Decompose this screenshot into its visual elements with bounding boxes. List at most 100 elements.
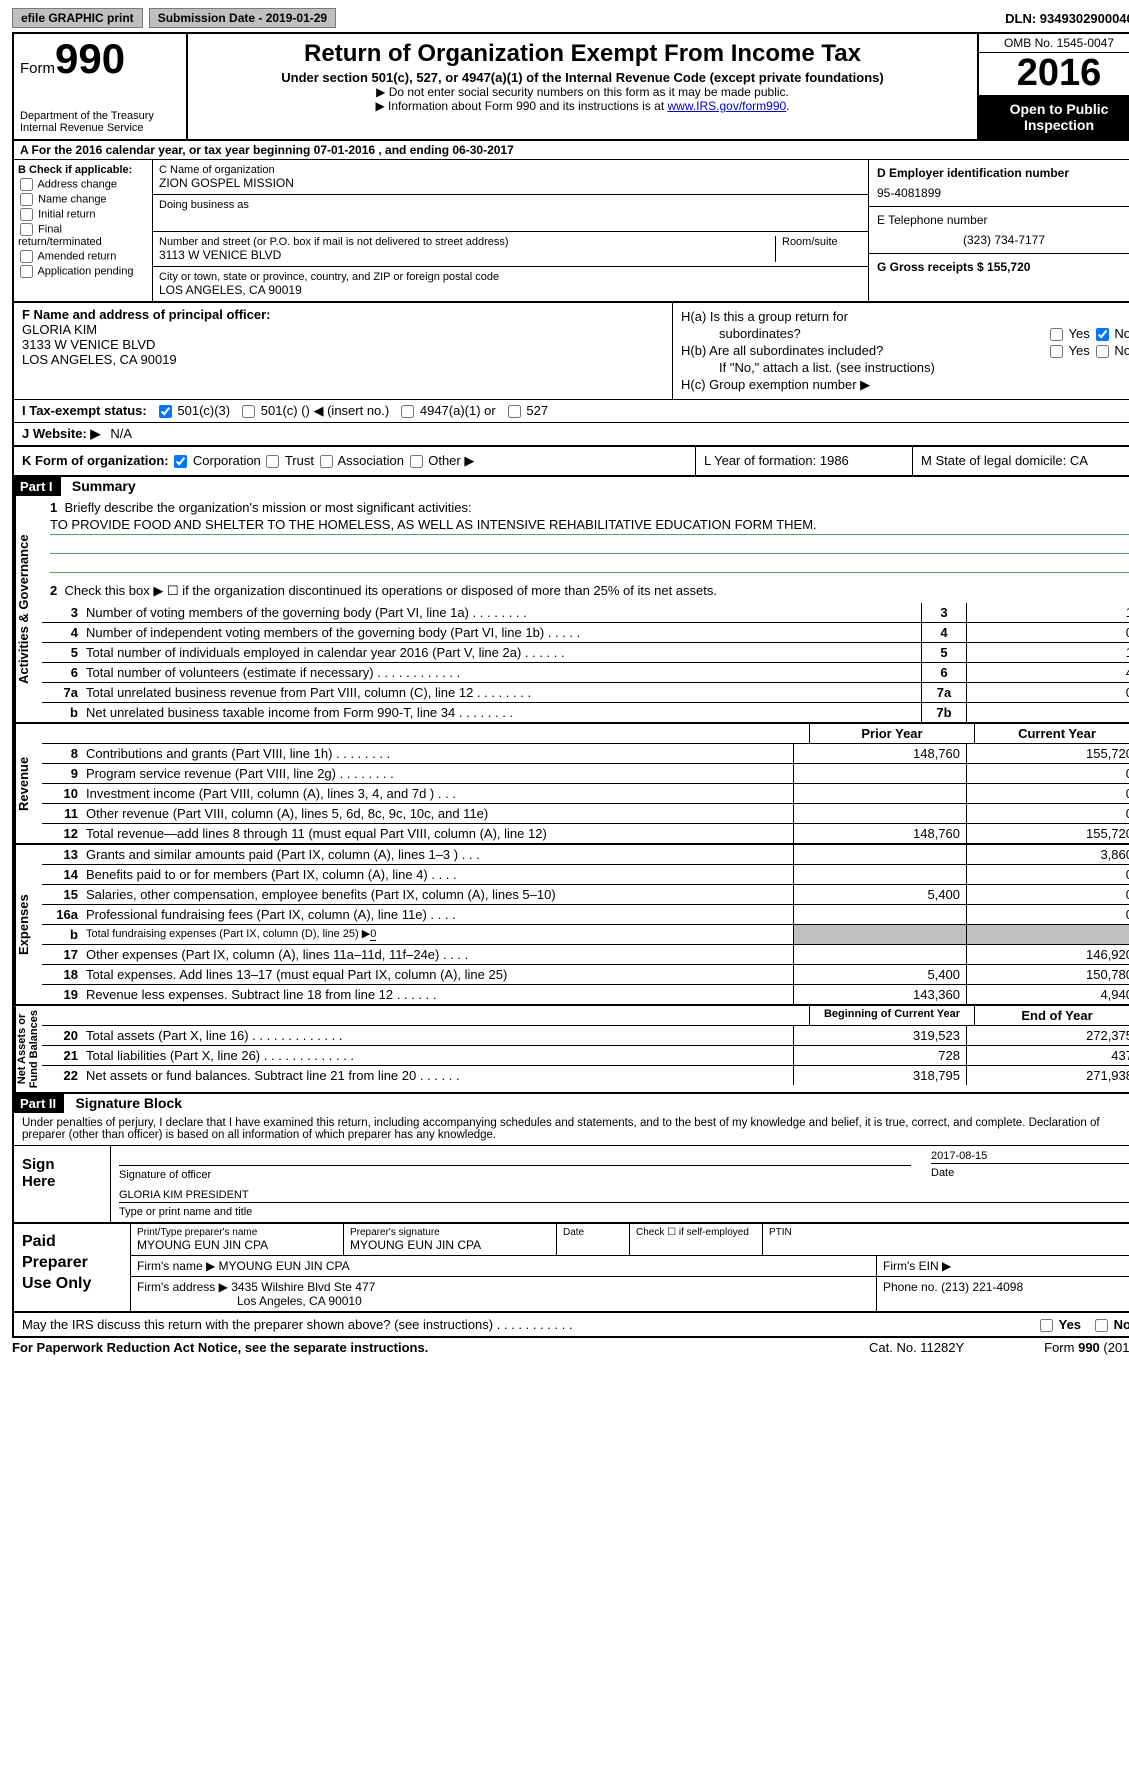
street-address: 3113 W VENICE BLVD [159, 248, 775, 262]
page-footer: For Paperwork Reduction Act Notice, see … [12, 1338, 1129, 1357]
hb-note: If "No," attach a list. (see instruction… [719, 360, 935, 375]
discuss-no[interactable]: No [1093, 1317, 1129, 1332]
ha-label: H(a) Is this a group return for [681, 309, 848, 324]
line16b-curr [966, 925, 1129, 944]
tax-status-label: I Tax-exempt status: [22, 403, 147, 418]
line15-prior: 5,400 [793, 885, 966, 904]
cb-501c3[interactable]: 501(c)(3) [157, 403, 230, 418]
box-b: B Check if applicable: Address change Na… [14, 160, 153, 301]
sig-officer-label: Signature of officer [119, 1169, 911, 1181]
cb-final-return[interactable]: Final return/terminated [18, 223, 148, 248]
sig-date: 2017-08-15 [931, 1150, 1129, 1164]
cb-assoc[interactable]: Association [318, 453, 404, 468]
state-domicile: M State of legal domicile: CA [913, 447, 1129, 475]
line5-val: 1 [966, 643, 1129, 662]
prep-sig: MYOUNG EUN JIN CPA [350, 1238, 550, 1252]
line11: Other revenue (Part VIII, column (A), li… [82, 804, 793, 823]
line8-curr: 155,720 [966, 744, 1129, 763]
vtab-governance: Activities & Governance [14, 496, 42, 722]
gross-receipts: G Gross receipts $ 155,720 [877, 260, 1129, 274]
part2-title: Part II [12, 1094, 64, 1113]
line21-beg: 728 [793, 1046, 966, 1065]
irs-link[interactable]: www.IRS.gov/form990 [667, 99, 786, 113]
line7a-val: 0 [966, 683, 1129, 702]
discuss-yes[interactable]: Yes [1038, 1317, 1081, 1332]
line8-prior: 148,760 [793, 744, 966, 763]
firm-ein-label: Firm's EIN ▶ [877, 1256, 1129, 1276]
line10: Investment income (Part VIII, column (A)… [82, 784, 793, 803]
prep-sig-label: Preparer's signature [350, 1227, 550, 1238]
cb-address-change[interactable]: Address change [18, 178, 148, 191]
irs: Internal Revenue Service [20, 122, 180, 134]
line9-curr: 0 [966, 764, 1129, 783]
efile-button[interactable]: efile GRAPHIC print [12, 8, 143, 28]
year-formation: L Year of formation: 1986 [696, 447, 913, 475]
hb-no[interactable]: No [1094, 343, 1129, 358]
cb-amended[interactable]: Amended return [18, 250, 148, 263]
city-label: City or town, state or province, country… [159, 271, 862, 283]
line17: Other expenses (Part IX, column (A), lin… [82, 945, 793, 964]
ha-no[interactable]: No [1094, 326, 1129, 341]
omb-number: OMB No. 1545-0047 [979, 34, 1129, 53]
line9: Program service revenue (Part VIII, line… [82, 764, 793, 783]
ein: 95-4081899 [877, 186, 1129, 200]
line13-curr: 3,860 [966, 845, 1129, 864]
cb-527[interactable]: 527 [506, 403, 548, 418]
line16b-prior [793, 925, 966, 944]
beg-year-header: Beginning of Current Year [809, 1006, 974, 1025]
line14: Benefits paid to or for members (Part IX… [82, 865, 793, 884]
footer-mid: Cat. No. 11282Y [869, 1340, 964, 1355]
firm-name: MYOUNG EUN JIN CPA [219, 1259, 350, 1273]
line7b: Net unrelated business taxable income fr… [82, 703, 921, 722]
sig-date-label: Date [931, 1167, 1129, 1179]
line5: Total number of individuals employed in … [82, 643, 921, 662]
line2: Check this box ▶ ☐ if the organization d… [64, 583, 717, 598]
line1-label: Briefly describe the organization's miss… [64, 500, 471, 515]
line16a-prior [793, 905, 966, 924]
netassets-block: Net Assets or Fund Balances Beginning of… [12, 1006, 1129, 1094]
officer-name: GLORIA KIM [22, 322, 664, 337]
line12: Total revenue—add lines 8 through 11 (mu… [82, 824, 793, 843]
line22-end: 271,938 [966, 1066, 1129, 1085]
part1-header: Part I Summary [12, 477, 1129, 496]
line7b-val [966, 703, 1129, 722]
city-state-zip: LOS ANGELES, CA 90019 [159, 283, 862, 297]
dln: DLN: 93493029000409 [1005, 11, 1129, 26]
box-b-label: B Check if applicable: [18, 164, 148, 176]
cb-initial-return[interactable]: Initial return [18, 208, 148, 221]
paid-preparer-label: Paid Preparer Use Only [14, 1224, 131, 1311]
cb-corp[interactable]: Corporation [172, 453, 261, 468]
form-subtitle: Under section 501(c), 527, or 4947(a)(1)… [196, 70, 969, 85]
form-word: Form [20, 60, 55, 77]
cb-other[interactable]: Other ▶ [408, 453, 475, 468]
mission-line3 [50, 556, 1129, 573]
vtab-expenses: Expenses [14, 845, 42, 1004]
footer-left: For Paperwork Reduction Act Notice, see … [12, 1340, 428, 1355]
cb-4947[interactable]: 4947(a)(1) or [399, 403, 496, 418]
org-name-label: C Name of organization [159, 164, 862, 176]
cb-application-pending[interactable]: Application pending [18, 265, 148, 278]
line14-curr: 0 [966, 865, 1129, 884]
cb-501c[interactable]: 501(c) () ◀ (insert no.) [240, 403, 389, 419]
dba-label: Doing business as [159, 199, 862, 211]
open-to-public: Open to PublicInspection [979, 95, 1129, 139]
sign-here-label: Sign Here [14, 1146, 111, 1222]
end-year-header: End of Year [974, 1006, 1129, 1025]
line22: Net assets or fund balances. Subtract li… [82, 1066, 793, 1085]
line13-prior [793, 845, 966, 864]
top-bar: efile GRAPHIC print Submission Date - 20… [12, 8, 1129, 28]
prep-name-label: Print/Type preparer's name [137, 1227, 337, 1238]
self-employed-check[interactable]: Check ☐ if self-employed [630, 1224, 763, 1255]
line3-val: 1 [966, 603, 1129, 622]
room-label: Room/suite [776, 236, 862, 262]
form-note2: ▶ Information about Form 990 and its ins… [196, 99, 969, 113]
ha-yes[interactable]: Yes [1048, 326, 1090, 341]
hb-yes[interactable]: Yes [1048, 343, 1090, 358]
current-year-header: Current Year [974, 724, 1129, 743]
mission-text: TO PROVIDE FOOD AND SHELTER TO THE HOMEL… [50, 515, 1129, 535]
cb-name-change[interactable]: Name change [18, 193, 148, 206]
cb-trust[interactable]: Trust [264, 453, 314, 468]
line12-curr: 155,720 [966, 824, 1129, 843]
website-label: J Website: ▶ [22, 426, 100, 442]
typed-name-label: Type or print name and title [119, 1206, 1129, 1218]
